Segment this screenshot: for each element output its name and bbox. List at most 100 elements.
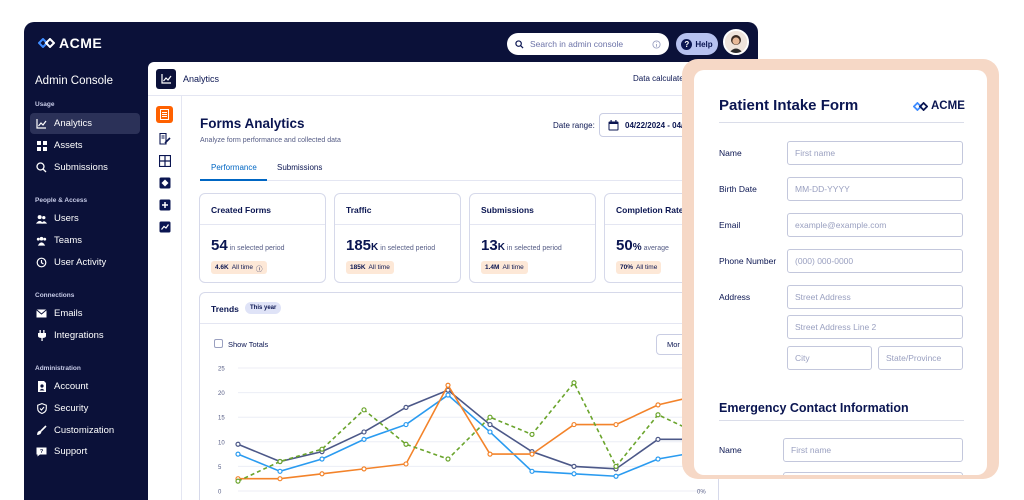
street-address-line2-input[interactable]: Street Address Line 2	[787, 315, 963, 339]
series-point-3[interactable]	[403, 441, 409, 447]
y-tick-label: 25	[218, 367, 225, 373]
rail-add-button[interactable]	[158, 198, 172, 212]
series-point-1[interactable]	[655, 456, 661, 462]
city-input[interactable]: City	[787, 346, 872, 370]
series-point-2[interactable]	[319, 471, 325, 477]
series-point-1[interactable]	[361, 436, 367, 442]
series-point-1[interactable]	[403, 421, 409, 428]
series-point-2[interactable]	[571, 421, 577, 428]
series-point-1[interactable]	[571, 471, 577, 477]
rail-forms-button[interactable]	[156, 106, 173, 123]
phone-input[interactable]: (000) 000-0000	[787, 249, 963, 273]
sidebar-item-emails[interactable]: Emails	[30, 303, 140, 324]
rail-analytics-button[interactable]	[158, 220, 172, 234]
trends-card: Trends This year Show Totals Mor 25 20 15 1…	[199, 292, 719, 500]
series-point-0[interactable]	[361, 429, 367, 435]
series-point-2[interactable]	[361, 466, 367, 472]
series-point-3[interactable]	[445, 456, 451, 462]
series-point-3[interactable]	[319, 446, 325, 452]
acme-logo[interactable]: ACME	[38, 35, 102, 51]
series-point-3[interactable]	[277, 458, 283, 465]
badge-text: All time	[231, 264, 254, 271]
stat-card-traffic[interactable]: Traffic 185K in selected period 185K All t…	[334, 193, 461, 283]
badge-value: 1.4M	[485, 264, 500, 271]
sidebar-item-submissions[interactable]: Submissions	[30, 157, 140, 178]
info-icon[interactable]: ⓘ	[256, 265, 263, 273]
rail-workflow-button[interactable]	[158, 176, 172, 190]
sidebar-item-integrations[interactable]: Integrations	[30, 325, 140, 346]
series-point-3[interactable]	[613, 463, 619, 469]
sidebar-group-administration: Administration	[35, 365, 81, 372]
rail-edit-button[interactable]	[158, 132, 172, 146]
birth-date-input[interactable]: MM-DD-YYYY	[787, 177, 963, 201]
sidebar-item-teams[interactable]: Teams	[30, 230, 140, 251]
series-point-2[interactable]	[613, 421, 619, 428]
sidebar-item-assets[interactable]: Assets	[30, 135, 140, 156]
tool-rail	[148, 96, 182, 500]
search-icon	[36, 162, 47, 173]
series-point-2[interactable]	[487, 451, 493, 457]
series-point-3[interactable]	[235, 478, 241, 484]
card-badge: 4.6K All time ⓘ	[211, 261, 267, 274]
series-point-3[interactable]	[529, 431, 535, 438]
avatar[interactable]	[723, 29, 749, 55]
series-point-3[interactable]	[655, 412, 661, 418]
series-point-1[interactable]	[445, 392, 451, 398]
series-point-1[interactable]	[613, 473, 619, 479]
sidebar-item-label: Assets	[54, 140, 83, 151]
info-icon[interactable]	[652, 39, 661, 49]
series-point-3[interactable]	[487, 414, 493, 420]
series-point-0[interactable]	[487, 421, 493, 428]
series-point-3[interactable]	[571, 380, 577, 386]
email-input[interactable]: example@example.com	[787, 213, 963, 237]
right-axis-tick-label: 0%	[697, 490, 706, 496]
series-point-0[interactable]	[403, 404, 409, 410]
period-badge[interactable]: This year	[245, 302, 282, 314]
series-point-2[interactable]	[277, 476, 283, 482]
series-point-0[interactable]	[655, 436, 661, 442]
series-point-1[interactable]	[529, 468, 535, 474]
search-input[interactable]: Search in admin console	[507, 33, 669, 55]
question-icon: ?	[681, 38, 693, 50]
stat-card-created-forms[interactable]: Created Forms 54 in selected period 4.6K A…	[199, 193, 326, 283]
series-point-1[interactable]	[277, 468, 283, 474]
tab-submissions[interactable]: Submissions	[277, 163, 323, 172]
card-suffix: in selected period	[229, 245, 285, 252]
series-point-1[interactable]	[487, 429, 493, 435]
sidebar-item-users[interactable]: Users	[30, 208, 140, 229]
stat-card-submissions[interactable]: Submissions 13K in selected period 1.4M Al…	[469, 193, 596, 283]
sidebar-item-security[interactable]: Security	[30, 398, 140, 419]
emergency-name-input[interactable]: First name	[783, 438, 963, 462]
series-point-0[interactable]	[571, 463, 577, 469]
street-address-input[interactable]: Street Address	[787, 285, 963, 309]
series-line-3	[237, 381, 701, 482]
sidebar-item-user-activity[interactable]: User Activity	[30, 252, 140, 273]
sidebar-item-support[interactable]: ? Support	[30, 441, 140, 462]
series-point-0[interactable]	[235, 441, 241, 447]
series-point-2[interactable]	[529, 451, 535, 457]
card-divider	[605, 224, 730, 225]
series-point-2[interactable]	[445, 382, 451, 388]
series-point-2[interactable]	[655, 402, 661, 408]
series-point-1[interactable]	[319, 456, 325, 462]
sidebar-item-label: Customization	[54, 425, 115, 436]
trends-title: Trends	[211, 304, 239, 314]
name-input[interactable]: First name	[787, 141, 963, 165]
state-input[interactable]: State/Province	[878, 346, 963, 370]
series-point-2[interactable]	[403, 461, 409, 467]
help-button[interactable]: ? Help	[676, 33, 718, 55]
tab-performance[interactable]: Performance	[211, 163, 257, 172]
mail-icon	[36, 308, 47, 319]
series-point-3[interactable]	[361, 407, 367, 413]
sidebar-item-customization[interactable]: Customization	[30, 420, 140, 441]
sidebar-item-analytics[interactable]: Analytics	[30, 113, 140, 134]
series-point-1[interactable]	[235, 451, 241, 457]
search-icon	[515, 39, 524, 49]
sidebar-item-account[interactable]: Account	[30, 376, 140, 397]
emergency-name-input-2[interactable]	[783, 472, 963, 475]
card-divider	[335, 224, 460, 225]
field-label-email: Email	[719, 220, 741, 230]
rail-table-button[interactable]	[158, 154, 172, 168]
card-divider	[200, 224, 325, 225]
show-totals-checkbox[interactable]	[214, 339, 223, 348]
